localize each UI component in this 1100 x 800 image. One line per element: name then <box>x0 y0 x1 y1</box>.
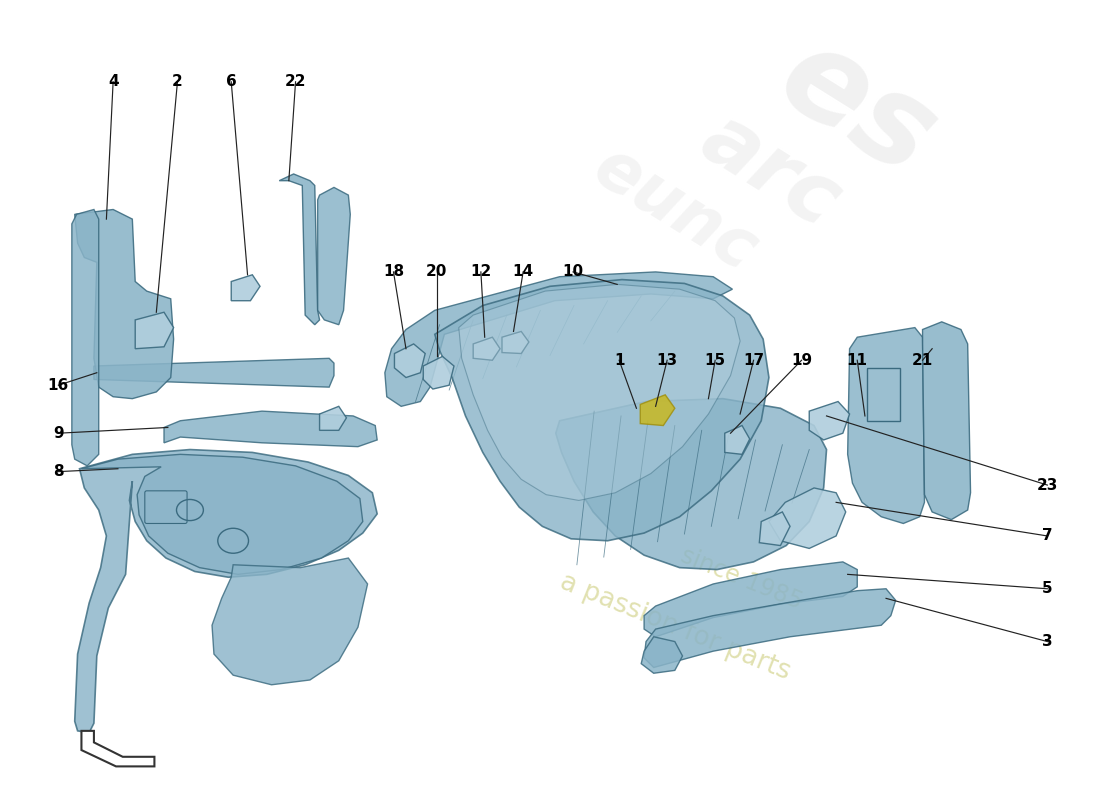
Text: 23: 23 <box>1036 478 1058 493</box>
Polygon shape <box>81 454 363 574</box>
Polygon shape <box>164 411 377 446</box>
Polygon shape <box>135 312 174 349</box>
Polygon shape <box>434 279 769 541</box>
Text: 22: 22 <box>285 74 306 90</box>
Polygon shape <box>385 272 733 406</box>
Polygon shape <box>923 322 970 520</box>
Polygon shape <box>502 331 529 354</box>
Polygon shape <box>848 327 924 523</box>
Text: 2: 2 <box>172 74 183 90</box>
Polygon shape <box>395 344 426 378</box>
Text: 19: 19 <box>791 353 812 368</box>
Polygon shape <box>473 338 500 360</box>
Text: 17: 17 <box>742 353 764 368</box>
Text: 6: 6 <box>226 74 236 90</box>
Text: since 1985: since 1985 <box>678 544 806 614</box>
Text: arc: arc <box>688 98 855 244</box>
Text: a passion for parts: a passion for parts <box>556 569 794 686</box>
Text: 9: 9 <box>53 426 64 441</box>
Polygon shape <box>810 402 849 440</box>
Text: 1: 1 <box>614 353 625 368</box>
Polygon shape <box>231 274 260 301</box>
Text: eunc: eunc <box>581 134 769 285</box>
Text: es: es <box>758 15 957 202</box>
Text: 21: 21 <box>912 353 933 368</box>
Polygon shape <box>72 210 99 466</box>
Text: 12: 12 <box>470 265 492 279</box>
Polygon shape <box>645 589 895 667</box>
Polygon shape <box>75 210 174 398</box>
Polygon shape <box>769 488 846 549</box>
Text: 11: 11 <box>847 353 868 368</box>
Text: 15: 15 <box>705 353 726 368</box>
Text: 7: 7 <box>1042 529 1053 543</box>
Text: 3: 3 <box>1042 634 1053 649</box>
Text: 10: 10 <box>562 265 584 279</box>
Polygon shape <box>725 426 750 454</box>
Polygon shape <box>318 187 350 325</box>
Polygon shape <box>94 358 334 387</box>
Text: 18: 18 <box>383 265 404 279</box>
Polygon shape <box>81 731 154 766</box>
Polygon shape <box>640 395 674 426</box>
Polygon shape <box>279 174 320 325</box>
Polygon shape <box>320 406 346 430</box>
Text: 14: 14 <box>513 265 534 279</box>
Polygon shape <box>556 398 826 570</box>
Text: 13: 13 <box>657 353 678 368</box>
Polygon shape <box>424 357 454 389</box>
Text: 8: 8 <box>53 464 64 479</box>
Polygon shape <box>75 450 377 733</box>
Polygon shape <box>459 284 740 501</box>
Polygon shape <box>759 512 790 546</box>
Text: 5: 5 <box>1042 582 1053 596</box>
Text: 20: 20 <box>426 265 448 279</box>
Bar <box>867 368 901 421</box>
Text: 16: 16 <box>47 378 69 393</box>
Polygon shape <box>641 637 682 674</box>
Polygon shape <box>212 558 367 685</box>
Text: 4: 4 <box>108 74 119 90</box>
Polygon shape <box>645 562 857 637</box>
